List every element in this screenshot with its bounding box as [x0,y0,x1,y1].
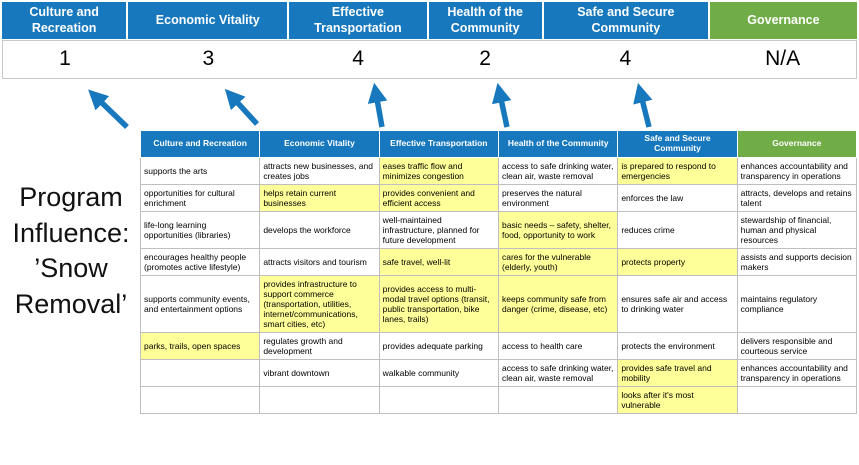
matrix-cell-highlighted: protects property [617,247,738,276]
matrix-header-row: Culture and Recreation Economic Vitality E… [139,130,858,158]
summary-header: Safe and Secure Community [543,2,708,39]
summary-score: 4 [352,47,364,70]
score-summary: Culture and Recreation Economic Vitality E… [2,2,857,79]
matrix-cell [378,385,499,414]
matrix-cell: provides adequate parking [378,331,499,360]
matrix-cell-highlighted: provides safe travel and mobility [617,358,738,387]
matrix-cell-highlighted: is prepared to respond to emergencies [617,156,738,185]
matrix-cell: supports community events, and entertain… [139,274,261,333]
up-arrow-icon [633,82,653,128]
summary-score: 1 [59,47,71,70]
matrix-column-header: Governance [736,130,858,158]
summary-score: 3 [202,47,215,70]
summary-header: Governance [709,2,857,39]
up-arrow-icon [224,88,260,126]
up-arrow-icon [367,82,388,128]
matrix-cell: enhances accountability and transparency… [736,156,858,185]
summary-header: Effective Transportation [289,2,427,39]
up-arrow-icon [492,82,512,128]
matrix-cell: stewardship of financial, human and phys… [736,210,858,249]
matrix-cell: access to safe drinking water, clean air… [497,156,619,185]
matrix-column-header: Culture and Recreation [139,130,261,158]
up-arrow-icon [88,89,129,129]
matrix-cell: delivers responsible and courteous servi… [736,331,858,360]
matrix-cell: protects the environment [617,331,738,360]
matrix-cell-highlighted: basic needs – safety, shelter, food, opp… [497,210,619,249]
matrix-cell: develops the workforce [259,210,380,249]
matrix-cell-highlighted: safe travel, well-lit [378,247,499,276]
matrix-cell-highlighted: parks, trails, open spaces [139,331,261,360]
matrix-cell [736,385,858,414]
matrix-cell: access to safe drinking water, clean air… [497,358,619,387]
matrix-cell: reduces crime [617,210,738,249]
matrix-row: supports the arts attracts new businesses… [139,156,858,185]
matrix-cell [259,385,380,414]
matrix-cell [139,358,261,387]
matrix-row: supports community events, and entertain… [139,274,858,333]
matrix-cell: access to health care [497,331,619,360]
matrix-cell-highlighted: looks after it's most vulnerable [617,385,738,414]
matrix-cell: supports the arts [139,156,261,185]
matrix-cell: enforces the law [617,183,738,212]
matrix-column-header: Effective Transportation [378,130,499,158]
matrix-cell-highlighted: provides access to multi-modal travel op… [378,274,499,333]
summary-score-row: 1 3 4 2 4 N/A [2,40,857,79]
summary-score: 2 [479,47,491,70]
matrix-column-header: Safe and Secure Community [617,130,738,158]
summary-header-row: Culture and Recreation Economic Vitality E… [2,2,857,39]
summary-score: N/A [765,47,801,70]
matrix-cell: encourages healthy people (promotes acti… [139,247,261,276]
matrix-row: looks after it's most vulnerable [139,385,858,414]
matrix-column-header: Economic Vitality [259,130,380,158]
matrix-cell-highlighted: eases traffic flow and minimizes congest… [378,156,499,185]
matrix-cell-highlighted: cares for the vulnerable (elderly, youth… [497,247,619,276]
summary-score: 4 [619,47,632,70]
matrix-cell: attracts visitors and tourism [259,247,380,276]
matrix-column-header: Health of the Community [497,130,619,158]
matrix-row: encourages healthy people (promotes acti… [139,247,858,276]
matrix-cell: well-maintained infrastructure, planned … [378,210,499,249]
matrix-cell-highlighted: provides infrastructure to support comme… [259,274,380,333]
matrix-row: life-long learning opportunities (librar… [139,210,858,249]
influence-matrix: Culture and Recreation Economic Vitality E… [139,130,858,414]
page-title: Program Influence: ’Snow Removal’ [12,182,130,319]
matrix-row: opportunities for cultural enrichment hel… [139,183,858,212]
matrix-cell: ensures safe air and access to drinking … [617,274,738,333]
matrix-cell: walkable community [378,358,499,387]
matrix-cell: assists and supports decision makers [736,247,858,276]
matrix-cell [139,385,261,414]
matrix-cell: preserves the natural environment [497,183,619,212]
matrix-cell: regulates growth and development [259,331,380,360]
matrix-cell: opportunities for cultural enrichment [139,183,261,212]
matrix-row: vibrant downtown walkable community access… [139,358,858,387]
matrix-cell-highlighted: helps retain current businesses [259,183,380,212]
summary-header: Culture and Recreation [2,2,127,39]
matrix-cell: enhances accountability and transparency… [736,358,858,387]
matrix-cell: life-long learning opportunities (librar… [139,210,261,249]
matrix-cell: vibrant downtown [259,358,380,387]
matrix-cell [497,385,619,414]
matrix-cell-highlighted: keeps community safe from danger (crime,… [497,274,619,333]
matrix-cell: attracts, develops and retains talent [736,183,858,212]
matrix-cell: attracts new businesses, and creates job… [259,156,380,185]
matrix-cell-highlighted: provides convenient and efficient access [378,183,499,212]
summary-header: Economic Vitality [128,2,288,39]
matrix-row: parks, trails, open spaces regulates grow… [139,331,858,360]
summary-header: Health of the Community [428,2,542,39]
matrix-cell: maintains regulatory compliance [736,274,858,333]
